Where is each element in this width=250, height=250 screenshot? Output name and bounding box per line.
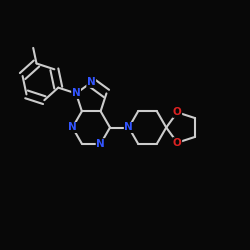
Text: O: O — [173, 107, 182, 117]
Text: N: N — [72, 88, 80, 99]
Text: N: N — [124, 122, 133, 132]
Text: O: O — [173, 138, 182, 148]
Text: N: N — [87, 78, 96, 88]
Text: N: N — [96, 139, 105, 149]
Text: N: N — [68, 122, 77, 132]
